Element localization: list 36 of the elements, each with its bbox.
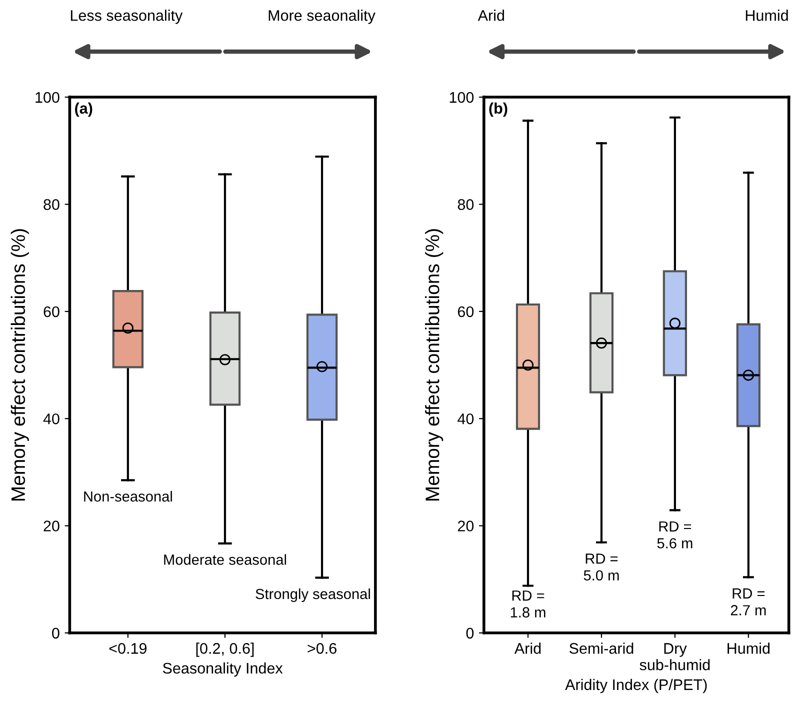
text: Less seasonality [70,10,183,24]
y-tick-label: 20 [44,520,60,532]
x-tick-label: <0.19 [109,643,147,654]
x-tick-label: Humid [728,642,770,654]
annotation: RD = 1.8 m [510,590,546,618]
text: Arid [478,10,504,21]
x-axis-title: Seasonality Index [162,662,283,677]
y-tick-label: 100 [450,92,474,103]
y-tick-label: 100 [36,92,60,103]
annotation: Non-seasonal [84,490,172,502]
annotation: (b) [489,102,508,117]
x-tick-label: Arid [514,642,541,654]
x-tick-label: >0.6 [308,643,336,654]
annotation: Moderate seasonal [164,554,286,565]
y-tick-label: 0 [52,628,60,639]
y-tick-label: 60 [458,306,474,318]
annotation: RD = 2.7 m [730,588,766,616]
text: More seaonality [268,10,376,24]
y-tick-label: 40 [458,413,474,424]
x-axis-title: Aridity Index (P/PET) [565,678,707,694]
y-tick-label: 40 [43,413,60,424]
y-tick-label: 60 [44,306,60,318]
y-axis-title: Memory effect contributions (%) [10,229,29,500]
y-tick-label: 80 [458,199,474,210]
annotation: RD = 5.0 m [584,554,619,581]
x-tick-label: Semi-arid [569,642,634,654]
annotation: RD = 5.6 m [657,521,692,548]
y-tick-label: 0 [466,628,474,639]
y-axis-title: Memory effect contributions (%) [425,229,444,500]
x-tick-label: Dry sub-humid [640,643,710,670]
x-tick-label: [0.2, 0.6] [196,642,254,657]
y-tick-label: 20 [458,520,474,532]
annotation: Strongly seasonal [256,588,370,602]
y-tick-label: 80 [44,199,60,210]
annotation: (a) [75,102,92,117]
text: Humid [746,10,788,21]
